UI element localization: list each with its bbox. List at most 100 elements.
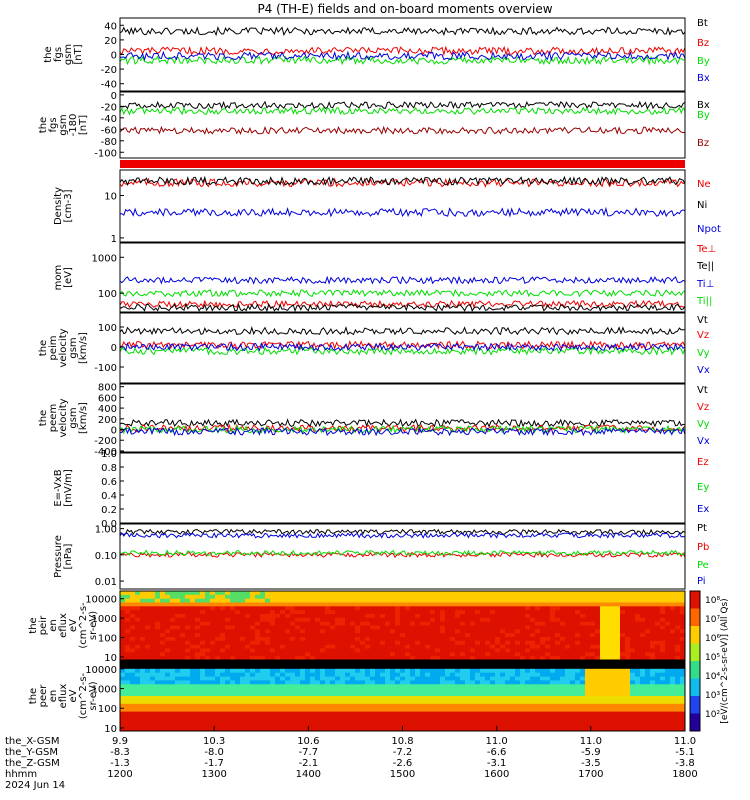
spectrogram-cell xyxy=(395,719,401,724)
spectrogram-cell xyxy=(670,614,676,619)
spectrogram-cell xyxy=(600,680,606,685)
time-axis-row-label: the_Z-GSM xyxy=(5,758,60,769)
spectrogram-cell xyxy=(330,668,336,674)
spectrogram-cell xyxy=(655,610,661,615)
spectrogram-cell xyxy=(575,644,581,649)
spectrogram-cell xyxy=(220,629,226,634)
spectrogram-cell xyxy=(495,594,501,599)
spectrogram-cell xyxy=(465,644,471,649)
spectrogram-cell xyxy=(265,684,271,689)
spectrogram-cell xyxy=(120,637,126,642)
spectrogram-cell xyxy=(590,625,596,630)
spectrogram-cell xyxy=(315,652,321,657)
spectrogram-cell xyxy=(430,711,436,716)
spectrogram-cell xyxy=(275,688,281,693)
spectrogram-cell xyxy=(650,617,656,622)
spectrogram-cell xyxy=(300,621,306,626)
spectrogram-cell xyxy=(305,625,311,630)
spectrogram-cell xyxy=(210,606,216,611)
spectrogram-cell xyxy=(680,652,686,657)
spectrogram-cell xyxy=(585,610,591,615)
spectrogram-cell xyxy=(350,625,356,630)
spectrogram-cell xyxy=(230,664,236,670)
spectrogram-cell xyxy=(640,661,646,666)
spectrogram-cell xyxy=(360,711,366,716)
spectrogram-cell xyxy=(370,688,376,693)
spectrogram-cell xyxy=(385,707,391,712)
spectrogram-cell xyxy=(620,711,626,716)
spectrogram-cell xyxy=(145,640,151,645)
spectrogram-cell xyxy=(525,672,531,677)
spectrogram-cell xyxy=(565,648,571,653)
spectrogram-cell xyxy=(590,602,596,607)
spectrogram-cell xyxy=(390,594,396,599)
spectrogram-cell xyxy=(275,656,281,661)
spectrogram-cell xyxy=(540,668,546,674)
spectrogram-cell xyxy=(580,598,586,603)
spectrogram-cell xyxy=(355,711,361,716)
spectrogram-cell xyxy=(560,688,566,693)
spectrogram-cell xyxy=(680,629,686,634)
spectrogram-cell xyxy=(145,602,151,607)
spectrogram-cell xyxy=(325,727,331,732)
spectrogram-cell xyxy=(245,672,251,677)
spectrogram-cell xyxy=(525,699,531,705)
spectrogram-cell xyxy=(425,633,431,638)
spectrogram-cell xyxy=(430,715,436,720)
spectrogram-cell xyxy=(360,661,366,666)
spectrogram-cell xyxy=(320,652,326,657)
spectrogram-cell xyxy=(280,711,286,716)
spectrogram-cell xyxy=(260,594,266,599)
spectrogram-cell xyxy=(485,633,491,638)
spectrogram-cell xyxy=(565,692,571,697)
spectrogram-cell xyxy=(520,727,526,732)
spectrogram-cell xyxy=(190,688,196,693)
spectrogram-cell xyxy=(240,598,246,603)
spectrogram-cell xyxy=(550,715,556,720)
spectrogram-cell xyxy=(280,656,286,661)
spectrogram-cell xyxy=(405,727,411,732)
spectrogram-cell xyxy=(565,672,571,677)
spectrogram-cell xyxy=(370,680,376,685)
spectrogram-cell xyxy=(145,652,151,657)
spectrogram-cell xyxy=(390,637,396,642)
spectrogram-cell xyxy=(260,684,266,689)
spectrogram-cell xyxy=(595,688,601,693)
spectrogram-cell xyxy=(165,727,171,732)
spectrogram-cell xyxy=(540,617,546,622)
spectrogram-cell xyxy=(150,598,156,603)
spectrogram-cell xyxy=(470,614,476,619)
spectrogram-cell xyxy=(385,684,391,689)
spectrogram-cell xyxy=(200,699,206,705)
spectrogram-cell xyxy=(240,629,246,634)
spectrogram-cell xyxy=(565,668,571,674)
spectrogram-cell xyxy=(640,652,646,657)
spectrogram-cell xyxy=(275,629,281,634)
spectrogram-cell xyxy=(355,610,361,615)
spectrogram-cell xyxy=(675,633,681,638)
spectrogram-cell xyxy=(530,637,536,642)
spectrogram-cell xyxy=(165,656,171,661)
ylabel-line: peir xyxy=(38,615,49,635)
spectrogram-cell xyxy=(680,640,686,645)
spectrogram-cell xyxy=(465,598,471,603)
spectrogram-cell xyxy=(500,610,506,615)
spectrogram-cell xyxy=(575,610,581,615)
spectrogram-cell xyxy=(665,703,671,709)
spectrogram-cell xyxy=(555,648,561,653)
spectrogram-cell xyxy=(400,719,406,724)
spectrogram-cell xyxy=(555,621,561,626)
spectrogram-cell xyxy=(495,606,501,611)
spectrogram-cell xyxy=(415,684,421,689)
spectrogram-cell xyxy=(325,598,331,603)
spectrogram-cell xyxy=(125,661,131,666)
spectrogram-cell xyxy=(600,696,606,701)
spectrogram-cell xyxy=(495,715,501,720)
spectrogram-cell xyxy=(410,727,416,732)
spectrogram-cell xyxy=(465,692,471,697)
spectrogram-cell xyxy=(395,661,401,666)
spectrogram-cell xyxy=(145,723,151,728)
spectrogram-cell xyxy=(180,715,186,720)
spectrogram-cell xyxy=(520,699,526,705)
spectrogram-cell xyxy=(475,656,481,661)
